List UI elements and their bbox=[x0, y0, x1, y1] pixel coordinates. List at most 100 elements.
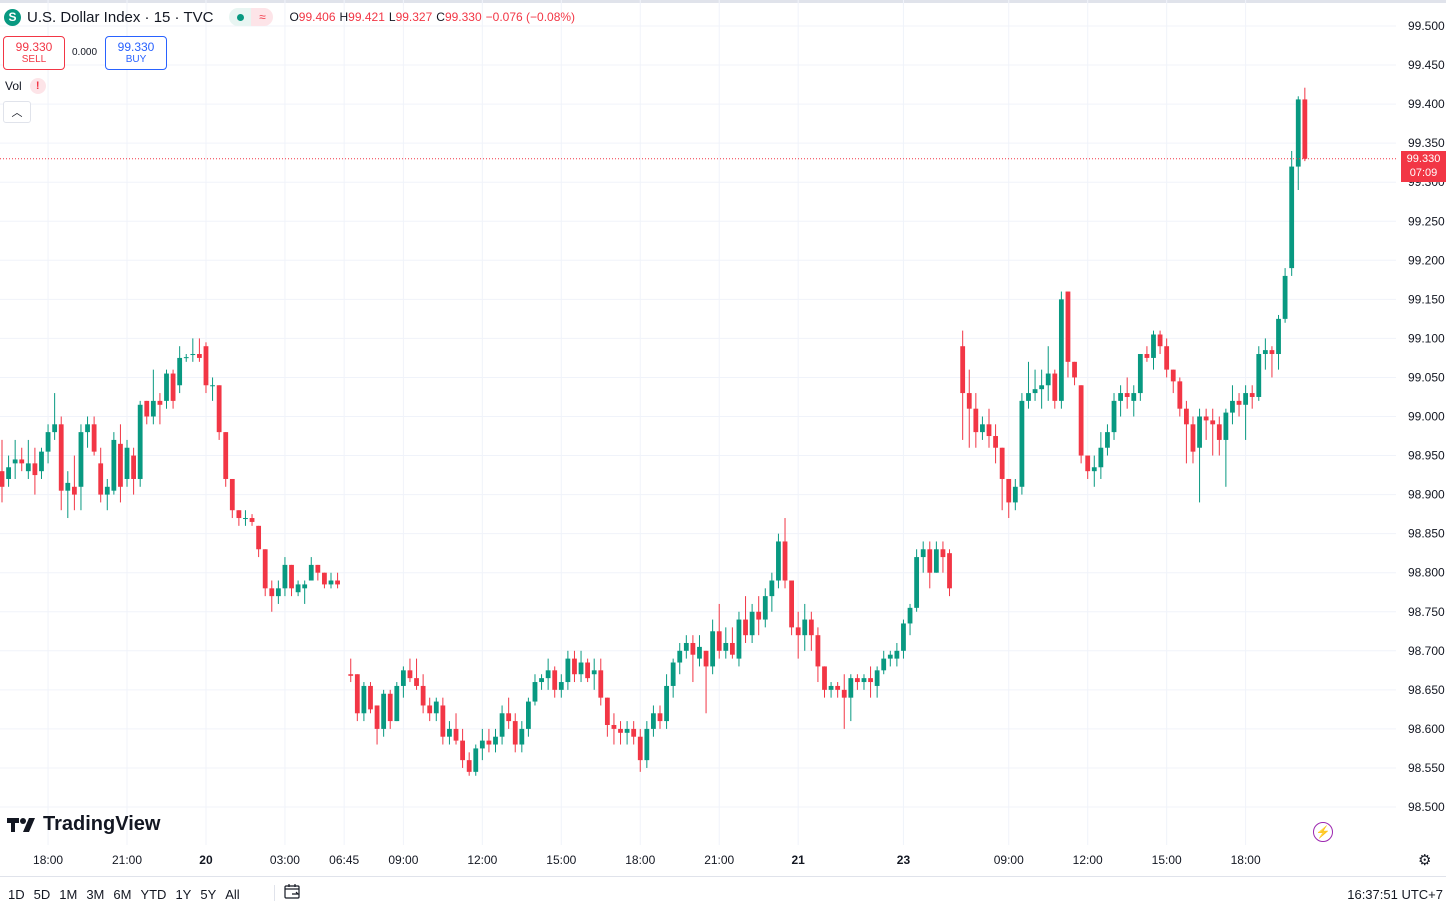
candle-body bbox=[539, 678, 544, 683]
candle-body bbox=[598, 670, 604, 698]
candle-body bbox=[604, 697, 610, 725]
candle-body bbox=[861, 678, 867, 683]
toolbar-divider bbox=[274, 885, 275, 901]
candle-body bbox=[519, 728, 525, 745]
high-value: 99.421 bbox=[348, 10, 385, 24]
volume-legend[interactable]: Vol ! bbox=[5, 78, 46, 94]
y-tick-label: 98.700 bbox=[1408, 644, 1445, 658]
candle-body bbox=[275, 588, 281, 597]
candle-body bbox=[1282, 275, 1288, 319]
low-value: 99.327 bbox=[395, 10, 433, 24]
candle-body bbox=[433, 701, 439, 714]
candle-body bbox=[1151, 334, 1156, 358]
candle-body bbox=[1177, 381, 1183, 409]
range-button-6m[interactable]: 6M bbox=[113, 887, 132, 902]
candle-body bbox=[1019, 400, 1025, 487]
candle-body bbox=[782, 541, 788, 581]
y-tick-label: 98.850 bbox=[1408, 527, 1445, 541]
x-tick-label: 03:00 bbox=[270, 853, 300, 867]
y-tick-label: 99.150 bbox=[1408, 292, 1445, 306]
range-button-5y[interactable]: 5Y bbox=[200, 887, 217, 902]
candle-body bbox=[966, 393, 972, 409]
candle-body bbox=[368, 685, 373, 710]
candle-body bbox=[1230, 400, 1235, 413]
candle-body bbox=[795, 627, 801, 636]
candle-body bbox=[170, 373, 176, 401]
candle-body bbox=[45, 432, 51, 452]
spread-value: 0.000 bbox=[72, 47, 98, 58]
candle-body bbox=[348, 674, 354, 676]
volume-label: Vol bbox=[5, 79, 22, 93]
candle-body bbox=[526, 701, 531, 729]
candle-body bbox=[243, 518, 248, 520]
range-button-all[interactable]: All bbox=[225, 887, 240, 902]
candle-body bbox=[157, 400, 163, 405]
collapse-legend-button[interactable]: ︿ bbox=[3, 101, 31, 123]
candle-body bbox=[1137, 354, 1143, 394]
x-tick-label: 15:00 bbox=[546, 853, 576, 867]
range-button-1d[interactable]: 1D bbox=[8, 887, 25, 902]
y-tick-label: 99.000 bbox=[1408, 410, 1445, 424]
candlestick-chart[interactable]: 99.50099.45099.40099.35099.30099.25099.2… bbox=[0, 0, 1446, 876]
candle-body bbox=[479, 740, 485, 749]
x-tick-label: 18:00 bbox=[33, 853, 63, 867]
candle-body bbox=[1197, 416, 1202, 448]
candle-body bbox=[25, 463, 31, 472]
y-tick-label: 99.350 bbox=[1408, 136, 1445, 150]
candle-body bbox=[993, 436, 998, 448]
candle-body bbox=[1026, 393, 1031, 401]
range-button-5d[interactable]: 5D bbox=[33, 887, 51, 902]
tradingview-logo[interactable]: TradingView bbox=[7, 813, 160, 836]
candle-body bbox=[887, 654, 893, 659]
candle-body bbox=[960, 346, 966, 394]
candle-body bbox=[729, 642, 735, 655]
y-tick-label: 99.200 bbox=[1408, 253, 1445, 267]
y-tick-label: 99.450 bbox=[1408, 58, 1445, 72]
candle-body bbox=[1052, 373, 1058, 401]
candle-body bbox=[565, 658, 571, 683]
buy-button[interactable]: 99.330 BUY bbox=[105, 36, 167, 70]
candle-body bbox=[664, 685, 669, 722]
close-label: C bbox=[436, 10, 445, 24]
low-label: L bbox=[388, 10, 396, 24]
y-tick-label: 99.400 bbox=[1408, 97, 1445, 111]
candle-body bbox=[447, 728, 452, 737]
clock-display[interactable]: 16:37:51 UTC+7 bbox=[1347, 887, 1443, 902]
candle-body bbox=[828, 685, 834, 690]
market-status[interactable]: ≈ bbox=[229, 8, 274, 26]
candle-body bbox=[39, 451, 44, 472]
candle-body bbox=[716, 631, 722, 651]
range-button-1y[interactable]: 1Y bbox=[175, 887, 192, 902]
ohlc-values: O99.406 H99.421 L99.327 C99.330 −0.076 (… bbox=[289, 10, 575, 24]
range-button-1m[interactable]: 1M bbox=[59, 887, 78, 902]
candle-body bbox=[618, 728, 623, 733]
open-value: 99.406 bbox=[298, 10, 336, 24]
candle-body bbox=[868, 678, 873, 683]
bar-countdown: 07:09 bbox=[1409, 167, 1438, 179]
symbol-title[interactable]: U.S. Dollar Index · 15 · TVC bbox=[27, 8, 214, 26]
range-button-3m[interactable]: 3M bbox=[86, 887, 105, 902]
lightning-icon[interactable]: ⚡ bbox=[1313, 822, 1333, 842]
candle-body bbox=[631, 728, 637, 737]
candle-body bbox=[387, 693, 393, 722]
sell-button[interactable]: 99.330 SELL bbox=[3, 36, 65, 70]
candle-body bbox=[855, 678, 860, 683]
candle-body bbox=[0, 471, 5, 487]
gear-icon[interactable]: ⚙ bbox=[1418, 852, 1432, 869]
candle-body bbox=[1078, 385, 1084, 456]
candle-body bbox=[1144, 354, 1150, 358]
warning-icon[interactable]: ! bbox=[29, 78, 46, 94]
candle-body bbox=[58, 424, 64, 491]
go-to-date-icon[interactable] bbox=[284, 884, 302, 903]
candle-body bbox=[762, 596, 768, 620]
candle-body bbox=[223, 432, 229, 479]
candle-body bbox=[1210, 420, 1216, 425]
x-tick-label: 20 bbox=[199, 853, 213, 867]
range-button-ytd[interactable]: YTD bbox=[140, 887, 167, 902]
candle-body bbox=[1032, 389, 1038, 394]
candle-body bbox=[65, 482, 71, 491]
candle-body bbox=[427, 705, 433, 714]
candle-body bbox=[940, 549, 946, 558]
candle-body bbox=[1262, 350, 1268, 355]
candle-body bbox=[32, 463, 38, 476]
